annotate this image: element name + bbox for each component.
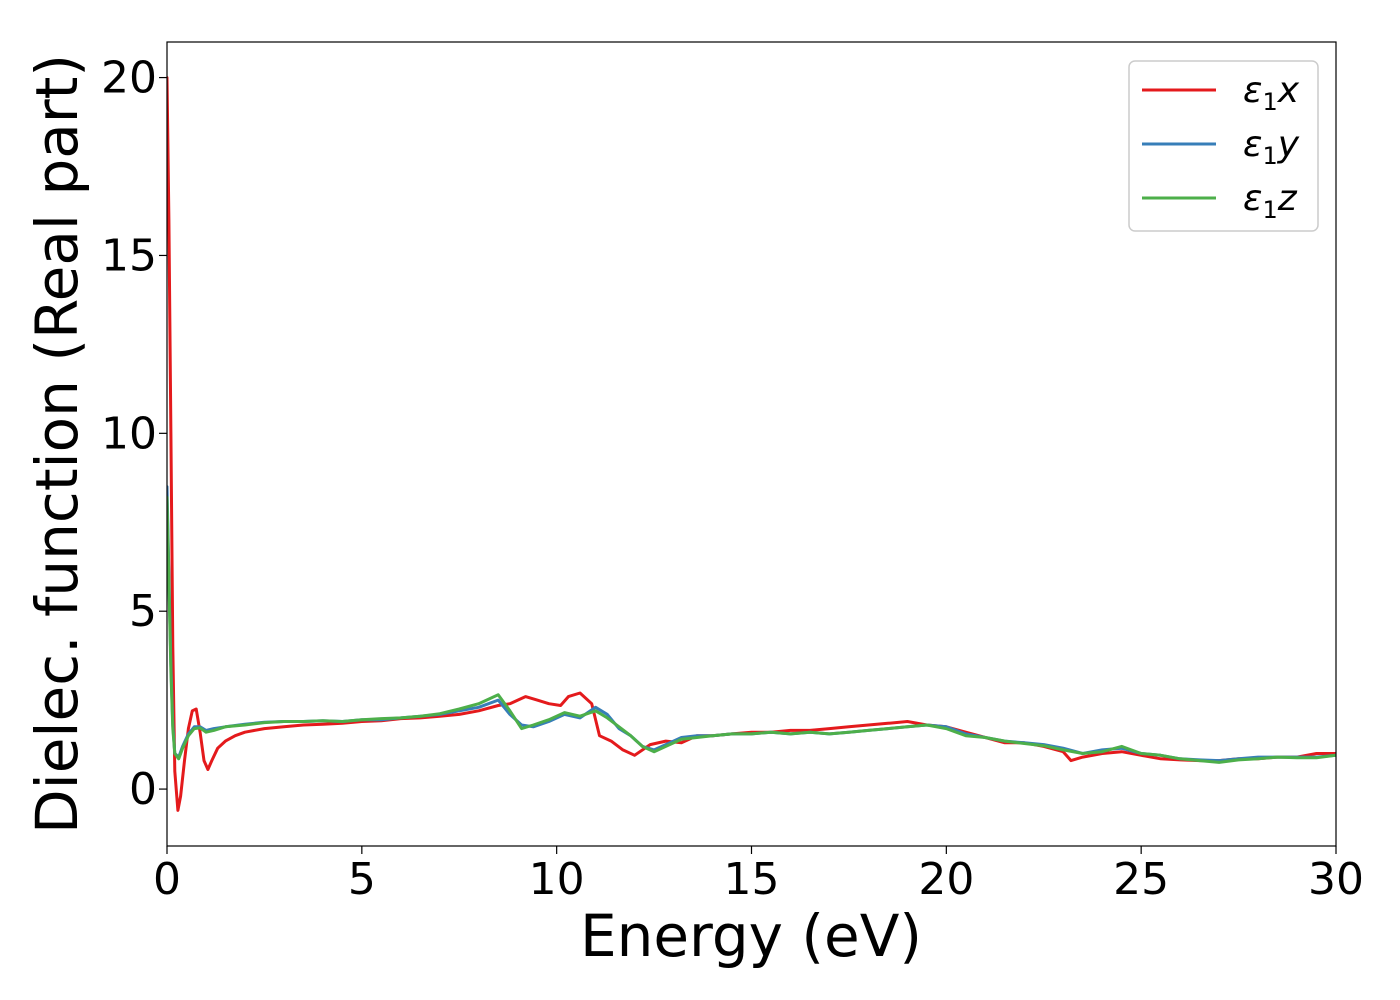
x-tick-label: 15	[724, 854, 780, 905]
y-tick-label: 0	[129, 764, 157, 815]
y-tick-label: 10	[101, 408, 157, 459]
x-tick-label: 10	[529, 854, 585, 905]
x-tick-label: 0	[153, 854, 181, 905]
y-tick-label: 5	[129, 586, 157, 637]
x-tick-label: 20	[918, 854, 974, 905]
y-tick-label: 20	[101, 53, 157, 104]
y-axis-title: Dielec. function (Real part)	[23, 54, 91, 834]
y-tick-label: 15	[101, 230, 157, 281]
x-tick-label: 5	[348, 854, 376, 905]
y-axis-ticks: 0 5 10 15 20	[101, 53, 167, 816]
x-tick-label: 25	[1113, 854, 1169, 905]
x-tick-label: 30	[1308, 854, 1364, 905]
x-axis-ticks: 0 5 10 15 20 25 30	[153, 846, 1364, 905]
x-axis-title: Energy (eV)	[580, 902, 922, 970]
